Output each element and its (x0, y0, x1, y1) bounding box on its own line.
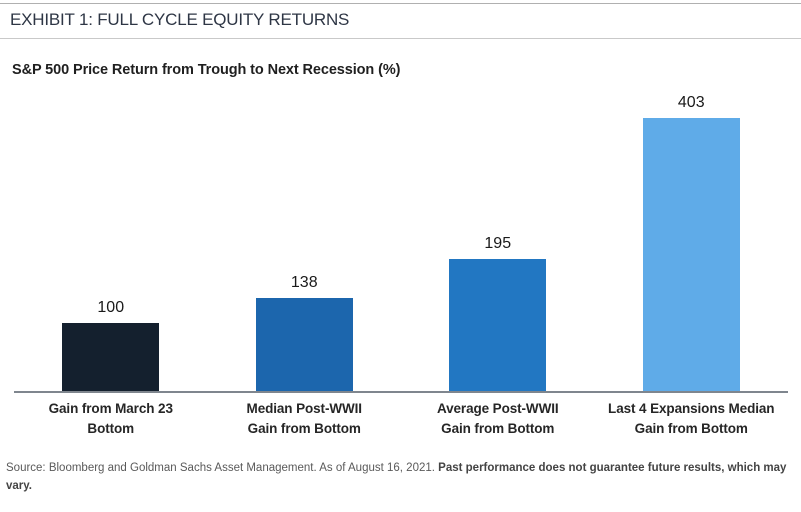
x-axis-line (14, 391, 788, 393)
category-label-line: Gain from Bottom (441, 420, 555, 436)
category-label-line: Average Post-WWII (436, 401, 559, 416)
bar-column: 403 (595, 90, 789, 391)
bar-value-label: 403 (677, 94, 705, 111)
category-label-line: Median Post-WWII (246, 401, 363, 416)
category-label: Median Post-WWII Gain from Bottom (208, 399, 402, 438)
bar-column: 195 (401, 90, 595, 391)
source-note: Source: Bloomberg and Goldman Sachs Asse… (6, 460, 798, 496)
bar (642, 118, 740, 391)
bar (255, 298, 353, 391)
category-label-line: Gain from Bottom (634, 420, 748, 436)
bar-chart-plot-area: 100 138 195 403 (14, 90, 788, 391)
exhibit-title: EXHIBIT 1: FULL CYCLE EQUITY RETURNS (10, 10, 350, 29)
disclaimer-text: Past performance does not guarantee futu… (6, 462, 787, 492)
category-label-line: Bottom (87, 420, 135, 436)
bar-chart: 100 138 195 403 (14, 90, 788, 393)
category-label: Average Post-WWII Gain from Bottom (401, 399, 595, 438)
bar-value-label: 195 (484, 235, 512, 252)
bar (449, 259, 547, 391)
x-axis-labels: Gain from March 23 Bottom Median Post-WWII… (14, 399, 788, 438)
category-label: Gain from March 23 Bottom (14, 399, 208, 438)
bar-value-label: 100 (97, 299, 125, 316)
category-label: Last 4 Expansions Median Gain from Bottom (595, 399, 789, 438)
category-label-line: Gain from Bottom (247, 420, 361, 436)
exhibit-header: EXHIBIT 1: FULL CYCLE EQUITY RETURNS (0, 3, 801, 39)
source-text: Source: Bloomberg and Goldman Sachs Asse… (6, 462, 439, 474)
category-label-line: Last 4 Expansions Median (608, 401, 775, 416)
chart-title: S&P 500 Price Return from Trough to Next… (12, 62, 401, 78)
bar-column: 100 (14, 90, 208, 391)
bar-column: 138 (208, 90, 402, 391)
bar-value-label: 138 (290, 274, 318, 291)
bar (62, 323, 160, 391)
category-label-line: Gain from March 23 (48, 401, 173, 416)
